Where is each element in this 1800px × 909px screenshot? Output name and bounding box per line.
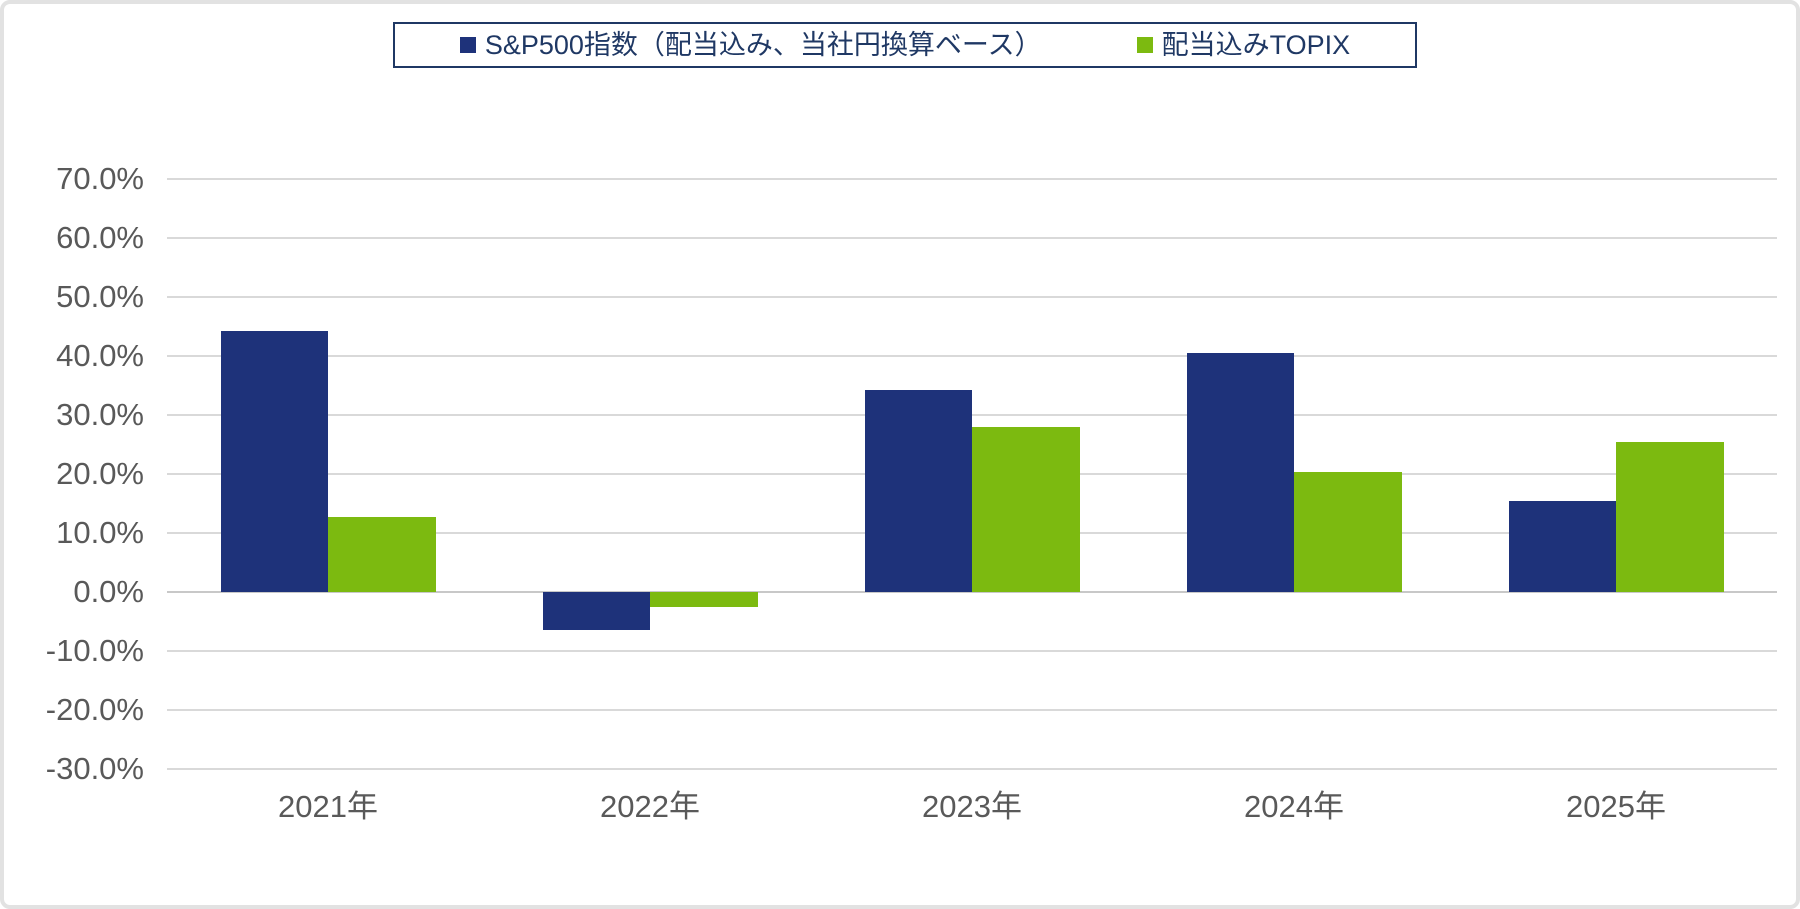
sp500-swatch-icon <box>459 37 476 53</box>
bar-2025年-sp500 <box>1508 501 1616 592</box>
gridline <box>167 709 1777 711</box>
bar-2023年-topix <box>972 426 1080 592</box>
gridline <box>167 768 1777 770</box>
bar-2021年-topix <box>328 517 436 592</box>
y-axis-tick-label: 70.0% <box>56 161 144 196</box>
x-axis-label: 2023年 <box>922 789 1022 824</box>
legend-label-sp500: S&P500指数（配当込み、当社円換算ベース） <box>484 29 1042 60</box>
gridline <box>167 355 1777 357</box>
x-axis-label: 2025年 <box>1566 789 1666 824</box>
bar-2022年-topix <box>650 592 758 607</box>
bar-2024年-sp500 <box>1186 353 1294 592</box>
gridline <box>167 178 1777 180</box>
legend-label-topix: 配当込みTOPIX <box>1161 29 1351 60</box>
y-axis-tick-label: 60.0% <box>56 220 144 255</box>
x-axis-label: 2022年 <box>600 789 700 824</box>
x-axis-label: 2024年 <box>1244 789 1344 824</box>
bar-2021年-sp500 <box>220 330 328 592</box>
zero-gridline <box>167 591 1777 593</box>
gridline <box>167 650 1777 652</box>
y-axis-tick-label: -20.0% <box>45 692 144 727</box>
chart-legend: S&P500指数（配当込み、当社円換算ベース） 配当込みTOPIX <box>393 22 1417 68</box>
y-axis-tick-label: 10.0% <box>56 515 144 550</box>
y-axis-tick-label: 30.0% <box>56 397 144 432</box>
gridline <box>167 414 1777 416</box>
topix-swatch-icon <box>1136 37 1153 53</box>
y-axis-tick-label: 20.0% <box>56 456 144 491</box>
legend-item-sp500: S&P500指数（配当込み、当社円換算ベース） <box>459 29 1042 60</box>
y-axis-tick-label: 0.0% <box>73 574 144 609</box>
y-axis-tick-label: -30.0% <box>45 751 144 786</box>
gridline <box>167 237 1777 239</box>
bar-2023年-sp500 <box>864 390 972 592</box>
x-axis-label: 2021年 <box>278 789 378 824</box>
gridline <box>167 296 1777 298</box>
y-axis-tick-label: -10.0% <box>45 633 144 668</box>
y-axis-tick-label: 40.0% <box>56 338 144 373</box>
bar-2024年-topix <box>1294 472 1402 592</box>
y-axis-tick-label: 50.0% <box>56 279 144 314</box>
legend-item-topix: 配当込みTOPIX <box>1136 29 1351 60</box>
bar-2022年-sp500 <box>542 592 650 630</box>
bar-2025年-topix <box>1616 441 1724 592</box>
